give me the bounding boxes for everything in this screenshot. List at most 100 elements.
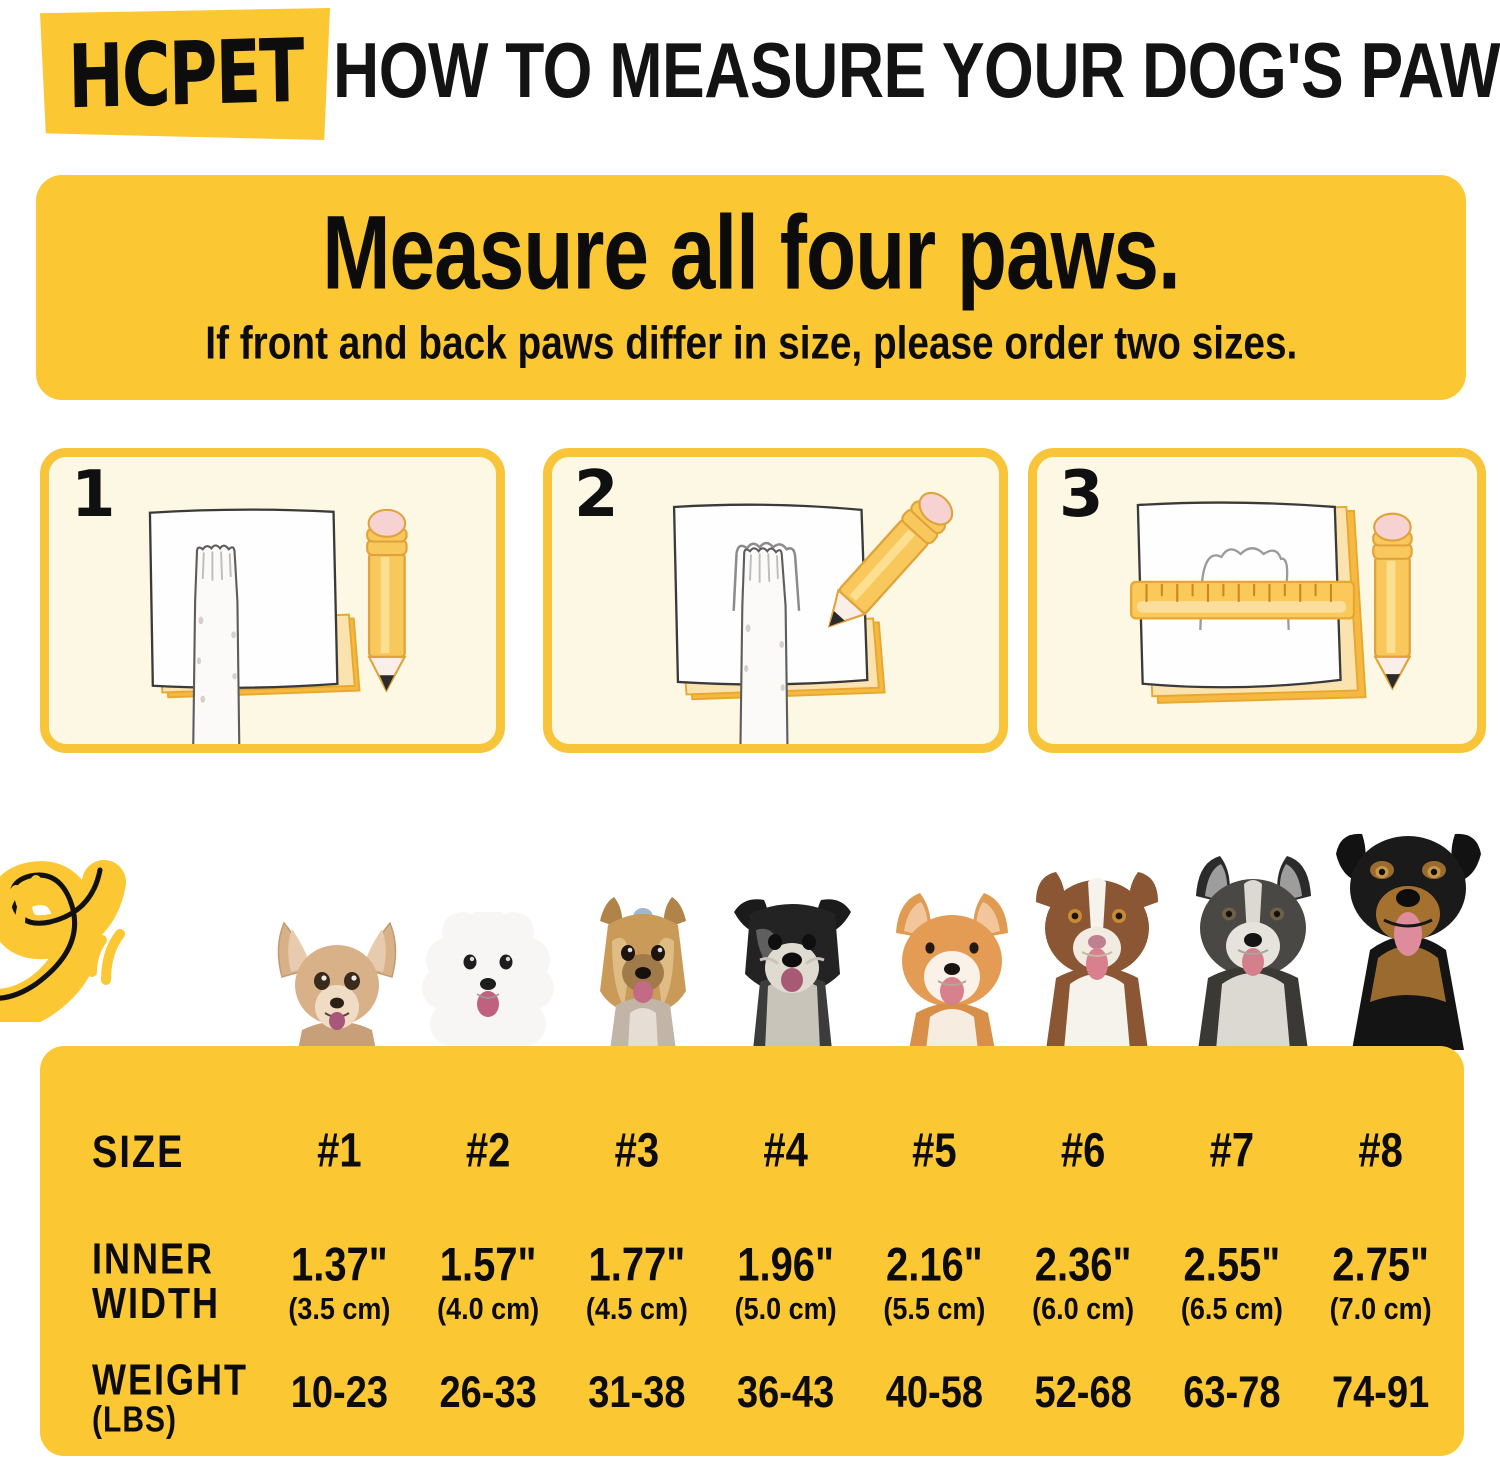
inner-width-inches: 2.75" xyxy=(1332,1239,1430,1291)
size-value: #4 xyxy=(763,1124,808,1178)
inner-width-cm: (5.0 cm) xyxy=(734,1292,837,1326)
inner-width-cm: (6.0 cm) xyxy=(1032,1292,1135,1326)
row-label-weight: WEIGHT (LBS) xyxy=(92,1354,248,1441)
step-card-3: 3 xyxy=(1028,448,1486,753)
weight-value: 10-23 xyxy=(290,1368,388,1418)
inner-width-cm: (5.5 cm) xyxy=(883,1292,986,1326)
table-row-weight: WEIGHT (LBS) 10-23 26-33 31-38 36-43 40-… xyxy=(40,1357,1464,1454)
dog-schnauzer xyxy=(734,899,851,1050)
size-value: #6 xyxy=(1060,1124,1106,1178)
weight-cells: 10-23 26-33 31-38 36-43 40-58 52-68 63-7… xyxy=(265,1364,1455,1454)
inner-width-cm: (4.5 cm) xyxy=(585,1292,688,1326)
step-number-3: 3 xyxy=(1059,458,1104,532)
inner-width-cells: 1.37" (3.5 cm) 1.57" (4.0 cm) 1.77" (4.5 cm… xyxy=(265,1240,1455,1334)
table-cell-inner-4: 1.96" (5.0 cm) xyxy=(711,1240,860,1334)
table-cell-inner-2: 1.57" (4.0 cm) xyxy=(414,1240,563,1334)
dog-alaskan-malamute xyxy=(1196,856,1311,1050)
size-value: #2 xyxy=(465,1124,511,1178)
inner-width-inches: 2.55" xyxy=(1183,1239,1281,1291)
row-label-inner-line2: WIDTH xyxy=(92,1279,220,1329)
step-1-illustration xyxy=(148,508,408,744)
table-cell-size-2: #2 xyxy=(414,1126,563,1192)
size-value: #7 xyxy=(1209,1124,1255,1178)
inner-width-inches: 1.57" xyxy=(439,1239,537,1291)
dog-chihuahua xyxy=(277,921,397,1050)
table-cell-weight-6: 52-68 xyxy=(1009,1364,1158,1454)
table-cell-inner-5: 2.16" (5.5 cm) xyxy=(860,1240,1009,1334)
step-number-2: 2 xyxy=(574,458,619,532)
table-cell-size-1: #1 xyxy=(265,1126,414,1192)
weight-value: 74-91 xyxy=(1332,1368,1430,1418)
size-chart-table: SIZE #1 #2 #3 #4 #5 #6 #7 #8 INNER WIDTH… xyxy=(40,1046,1464,1456)
table-cell-size-8: #8 xyxy=(1306,1126,1455,1192)
weight-value: 40-58 xyxy=(885,1368,983,1418)
table-cell-inner-6: 2.36" (6.0 cm) xyxy=(1009,1240,1158,1334)
step-2-illustration xyxy=(672,491,954,744)
table-cell-inner-8: 2.75" (7.0 cm) xyxy=(1306,1240,1455,1334)
inner-width-inches: 2.36" xyxy=(1034,1239,1132,1291)
weight-value: 31-38 xyxy=(588,1368,686,1418)
dog-rottweiler xyxy=(1336,833,1481,1050)
size-value: #8 xyxy=(1358,1124,1403,1178)
table-cell-size-6: #6 xyxy=(1009,1126,1158,1192)
step-number-1: 1 xyxy=(71,458,116,532)
table-cell-inner-3: 1.77" (4.5 cm) xyxy=(563,1240,712,1334)
inner-width-cm: (7.0 cm) xyxy=(1329,1292,1432,1326)
weight-value: 52-68 xyxy=(1034,1368,1132,1418)
table-cell-weight-8: 74-91 xyxy=(1306,1364,1455,1454)
weight-value: 26-33 xyxy=(439,1368,537,1418)
weight-value: 36-43 xyxy=(737,1368,835,1418)
table-row-size: SIZE #1 #2 #3 #4 #5 #6 #7 #8 xyxy=(40,1126,1464,1192)
banner-subtext: If front and back paws differ in size, p… xyxy=(204,317,1298,370)
ruler-icon xyxy=(1129,580,1356,620)
table-cell-weight-4: 36-43 xyxy=(711,1364,860,1454)
row-label-inner-line1: INNER xyxy=(92,1234,215,1284)
brand-logo-text: HCPET xyxy=(66,19,304,129)
table-cell-weight-5: 40-58 xyxy=(860,1364,1009,1454)
inner-width-inches: 1.96" xyxy=(737,1239,835,1291)
table-cell-inner-7: 2.55" (6.5 cm) xyxy=(1158,1240,1307,1334)
dog-australian-shepherd xyxy=(1036,872,1158,1050)
table-cell-size-5: #5 xyxy=(860,1126,1009,1192)
wagging-tail-decoration xyxy=(0,860,126,1022)
dog-bichon-frise xyxy=(422,912,554,1050)
row-label-weight-unit: (LBS) xyxy=(92,1400,177,1441)
table-cell-weight-2: 26-33 xyxy=(414,1364,563,1454)
table-cell-size-7: #7 xyxy=(1158,1126,1307,1192)
step-card-2: 2 xyxy=(543,448,1008,753)
row-label-size: SIZE xyxy=(92,1127,185,1179)
inner-width-cm: (4.0 cm) xyxy=(437,1292,540,1326)
row-label-weight-text: WEIGHT xyxy=(92,1354,248,1404)
inner-width-inches: 2.16" xyxy=(885,1239,983,1291)
inner-width-inches: 1.77" xyxy=(588,1239,686,1291)
size-value: #5 xyxy=(912,1124,957,1178)
dog-breeds-strip xyxy=(0,818,1500,1050)
measure-all-paws-banner: Measure all four paws. If front and back… xyxy=(36,175,1466,400)
pencil-icon xyxy=(1372,512,1413,691)
pencil-icon xyxy=(366,508,408,693)
table-cell-inner-1: 1.37" (3.5 cm) xyxy=(265,1240,414,1334)
size-value: #1 xyxy=(317,1124,362,1178)
table-row-inner-width: INNER WIDTH 1.37" (3.5 cm) 1.57" (4.0 cm) … xyxy=(40,1236,1464,1334)
steps-row: 1 xyxy=(0,448,1500,760)
table-cell-weight-3: 31-38 xyxy=(563,1364,712,1454)
inner-width-inches: 1.37" xyxy=(290,1239,388,1291)
inner-width-cm: (6.5 cm) xyxy=(1180,1292,1283,1326)
inner-width-cm: (3.5 cm) xyxy=(288,1292,391,1326)
weight-value: 63-78 xyxy=(1183,1368,1281,1418)
table-cell-size-4: #4 xyxy=(711,1126,860,1192)
page-header: HCPET HOW TO MEASURE YOUR DOG'S PAWS xyxy=(0,0,1500,155)
step-3-illustration xyxy=(1129,501,1413,704)
table-cell-weight-7: 63-78 xyxy=(1158,1364,1307,1454)
hcpet-logo-badge: HCPET xyxy=(40,8,330,140)
size-value: #3 xyxy=(614,1124,660,1178)
size-cells: #1 #2 #3 #4 #5 #6 #7 #8 xyxy=(265,1126,1455,1192)
banner-headline: Measure all four paws. xyxy=(322,194,1180,312)
dog-shiba-inu xyxy=(896,893,1008,1050)
table-cell-weight-1: 10-23 xyxy=(265,1364,414,1454)
dog-yorkshire-terrier xyxy=(600,897,686,1050)
step-card-1: 1 xyxy=(40,448,505,753)
page-title: HOW TO MEASURE YOUR DOG'S PAWS xyxy=(333,25,1500,114)
table-cell-size-3: #3 xyxy=(563,1126,712,1192)
row-label-inner-width: INNER WIDTH xyxy=(92,1234,220,1329)
